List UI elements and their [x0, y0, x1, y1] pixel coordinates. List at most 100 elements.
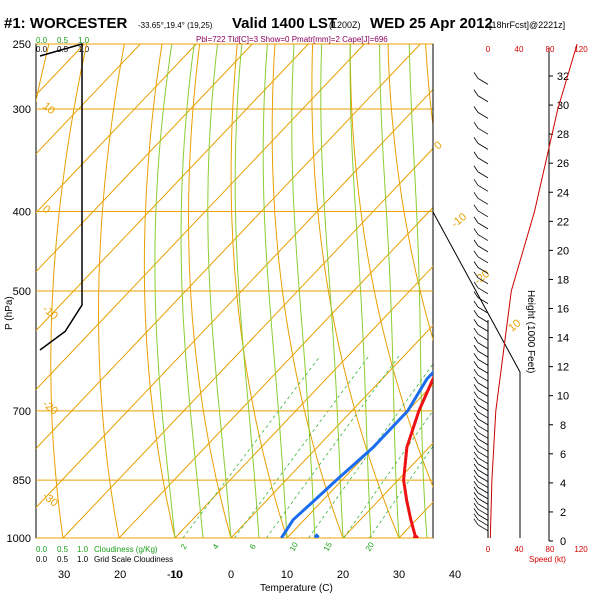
wind-barb-flag: [473, 439, 479, 446]
wind-barb-flag: [473, 376, 479, 384]
temperature-tick-label: -10: [167, 569, 183, 581]
dry-adiabat: [98, 44, 125, 538]
wind-barb-flag: [473, 412, 479, 420]
wind-barb-flag: [473, 310, 479, 317]
temperature-tick-label: 10: [281, 569, 293, 581]
speed-tick-label-top: 0: [486, 45, 491, 54]
wind-barb-flag: [473, 384, 479, 391]
wind-barb-flag: [473, 281, 479, 289]
height-tick-label: 12: [557, 362, 569, 374]
speed-tick-label-top: 120: [574, 45, 588, 54]
tick-label: 10: [170, 569, 182, 581]
wind-barb-flag: [473, 398, 479, 406]
header-valid-utc: (1200Z): [329, 20, 361, 30]
bottom-green-scale: 0.0 0.5 1.0 Cloudiness (g/Kg): [36, 545, 158, 554]
temperature-tick-label: 20: [337, 569, 349, 581]
wind-barb-flag: [473, 261, 479, 268]
top-green-scale: 0.0 0.5 1.0: [36, 36, 90, 45]
wind-barb-flag: [473, 492, 479, 499]
isotherm-line: [36, 44, 141, 155]
wind-barbs: [473, 72, 489, 532]
wind-barb: [477, 157, 489, 165]
moist-adiabat: [262, 44, 288, 538]
wind-barb: [477, 404, 489, 412]
wind-barb-flag: [473, 89, 479, 96]
wind-barb: [477, 350, 489, 358]
speed-tick-label-top: 40: [515, 45, 524, 54]
mixing-ratio-line: [266, 355, 400, 538]
surface-temperature-dot: [412, 535, 419, 538]
temperature-tick-label: 30: [393, 569, 405, 581]
x-axis-label: Temperature (C): [260, 583, 333, 594]
scale-label: 0.0: [36, 555, 48, 564]
moist-adiabat: [154, 44, 176, 538]
wind-barb-flag: [473, 518, 479, 526]
height-tick-label: 26: [557, 158, 569, 170]
mixing-ratio-line: [369, 445, 433, 538]
height-tick-label: 24: [557, 187, 569, 199]
wind-barb: [477, 431, 489, 439]
bottom-left-ticks: 30 20 10: [58, 569, 182, 581]
pressure-tick-label: 300: [13, 104, 31, 116]
wind-barb: [477, 316, 489, 323]
wind-barb-flag: [473, 463, 479, 471]
temperature-axis: -10 0 10 20 30 40: [167, 569, 461, 581]
wind-barb: [477, 382, 489, 390]
tick-label: 30: [58, 569, 70, 581]
dry-adiabat: [387, 44, 433, 342]
scale-label: 0.0: [36, 545, 48, 554]
mixing-ratio-label: 20: [364, 540, 377, 553]
height-tick-label: 2: [560, 507, 566, 519]
profiles: [280, 370, 433, 538]
moist-adiabat: [180, 44, 204, 538]
wind-barb-flag: [473, 151, 479, 159]
adiabat-label: -10: [40, 303, 60, 322]
scale-caption: Cloudiness (g/Kg): [94, 545, 158, 554]
wind-barb-flag: [473, 319, 479, 326]
speed-tick-label-bottom: 120: [574, 545, 588, 554]
temperature-tick-label: 40: [449, 569, 461, 581]
scale-label: 1.0: [77, 545, 89, 554]
wind-barb-flag: [473, 216, 479, 224]
header-forecast: [18hrFcst]@2221z]: [489, 20, 565, 30]
scale-label: 0.5: [57, 555, 69, 564]
pressure-tick-label: 700: [13, 406, 31, 418]
height-tick-label: 6: [560, 449, 566, 461]
adiabat-label: 10: [40, 100, 57, 117]
moist-adiabat: [408, 44, 428, 538]
mixing-ratio-line: [182, 355, 321, 538]
mixing-ratio-line: [234, 355, 370, 538]
wind-barb: [477, 267, 489, 274]
isotherm-line: [36, 44, 197, 214]
wind-barb: [477, 519, 489, 527]
tick-label: 20: [114, 569, 126, 581]
height-tick-label: 16: [557, 304, 569, 316]
temperature-tick-label: 0: [228, 569, 234, 581]
pressure-tick-label: 250: [13, 39, 31, 51]
height-tick-label: 18: [557, 274, 569, 286]
scale-label: 1.0: [77, 555, 89, 564]
height-tick-label: 22: [557, 216, 569, 228]
dry-adiabat: [576, 44, 600, 538]
wind-barb: [477, 325, 489, 332]
wind-barb: [477, 333, 489, 341]
wind-barb-flag: [473, 179, 479, 186]
wind-barb: [477, 469, 489, 477]
wind-barb-flag: [473, 497, 479, 505]
wind-barb-flag: [473, 457, 479, 465]
wind-speed-line: [489, 43, 578, 539]
wind-barb: [477, 503, 489, 511]
height-tick-label: 8: [560, 420, 566, 432]
wind-barb-flag: [473, 228, 479, 235]
moist-adiabat: [234, 44, 260, 538]
isotherm-label: 10: [506, 317, 523, 334]
mixing-ratio-label: 15: [322, 540, 335, 553]
dry-adiabat: [143, 44, 176, 538]
wind-barb: [477, 397, 489, 405]
header-station: #1: WORCESTER: [4, 15, 128, 32]
wind-barb: [477, 306, 489, 314]
wind-barb: [477, 342, 489, 350]
wind-barb-flag: [473, 250, 479, 258]
panel-outline: [432, 44, 521, 538]
wind-barb: [477, 367, 489, 374]
